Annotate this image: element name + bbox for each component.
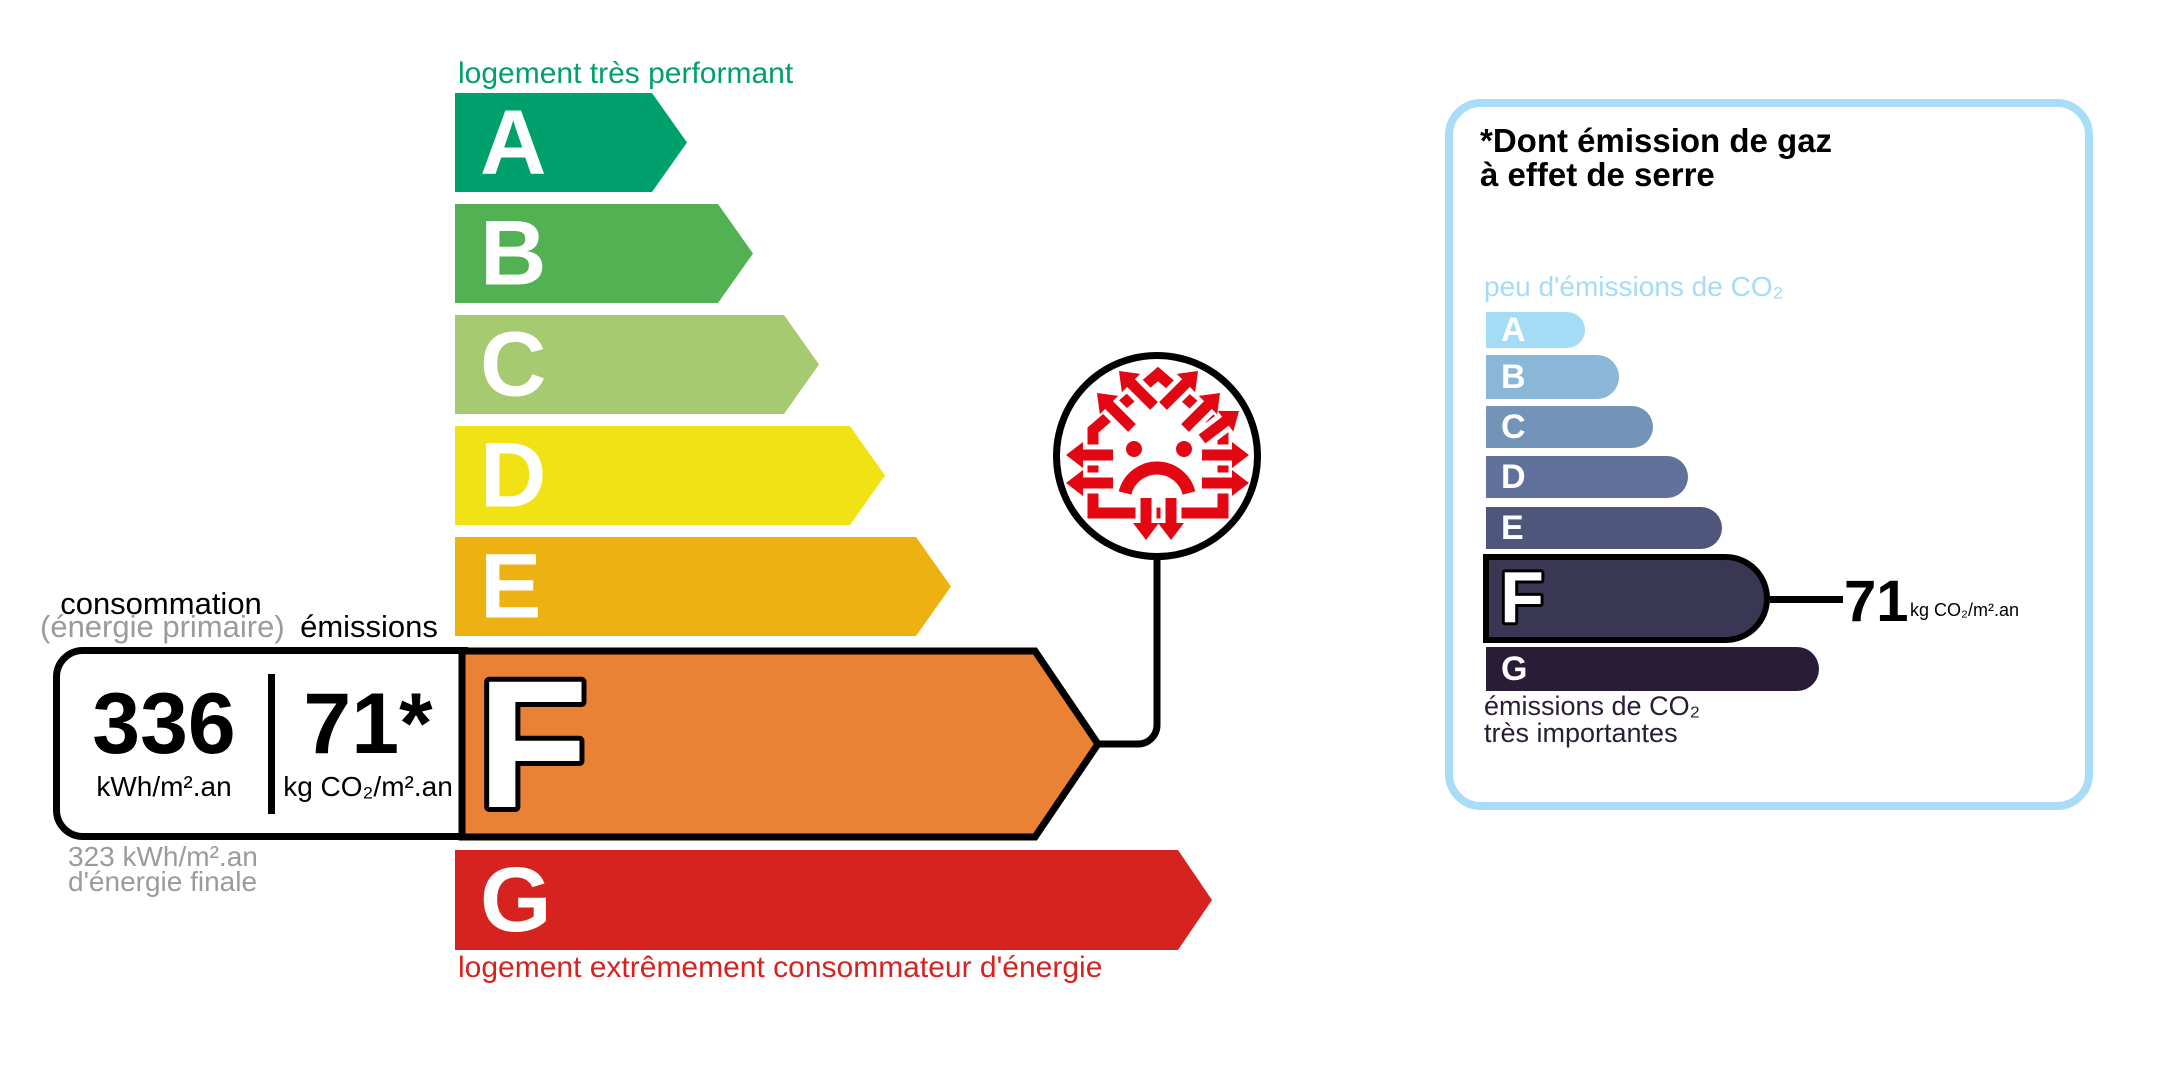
- emissions-value: 71*: [303, 676, 433, 773]
- connector-line: [1099, 560, 1161, 748]
- energy-bar-C: [455, 315, 819, 414]
- sad-house-heat-loss-icon: [1066, 366, 1249, 540]
- energy-letter-A: A: [480, 92, 546, 194]
- emissions-label: émissions: [300, 609, 438, 644]
- consumption-label: consommation: [60, 586, 262, 621]
- ges-title-line2: à effet de serre: [1480, 156, 1715, 193]
- heat-loss-arrow-icon: [1119, 371, 1141, 393]
- energy-top-caption: logement très performant: [458, 57, 794, 90]
- sad-face: [1118, 441, 1196, 495]
- energy-bar-E: [455, 537, 951, 636]
- heat-loss-arrow-icon: [1217, 410, 1239, 432]
- ges-bottom-line1: émissions de CO₂: [1484, 691, 1701, 721]
- left-eye-icon: [1126, 441, 1142, 457]
- ges-value-connector-dash: [1770, 596, 1843, 603]
- energy-letter-B: B: [480, 203, 546, 305]
- energy-bottom-caption: logement extrêmement consommateur d'éner…: [458, 951, 1103, 984]
- box-divider: [268, 673, 275, 814]
- emissions-cell: 71* kg CO₂/m².an: [275, 654, 461, 833]
- ges-top-caption: peu d'émissions de CO₂: [1484, 271, 1784, 302]
- final-energy-note: 323 kWh/m².an d'énergie finale: [68, 841, 328, 897]
- ges-value: 71: [1844, 569, 1909, 634]
- energy-letter-C: C: [480, 314, 546, 416]
- energy-letter-G: G: [480, 849, 552, 951]
- ges-title: *Dont émission de gaz à effet de serre: [1480, 124, 1900, 192]
- heat-loss-arrow-icon: [1066, 470, 1083, 496]
- primary-energy-cell: 336 kWh/m².an: [60, 654, 268, 833]
- heat-loss-arrows: [1066, 371, 1249, 540]
- ges-panel: [1445, 99, 2093, 810]
- heat-loss-arrow-icon: [1198, 393, 1220, 415]
- ges-bottom-line2: très importantes: [1484, 718, 1678, 748]
- energy-bar-D: [455, 426, 885, 525]
- heat-loss-arrow-icon: [1133, 523, 1159, 540]
- energy-bar-A: [455, 93, 687, 192]
- status-circle: [1053, 352, 1261, 560]
- primary-energy-unit: kWh/m².an: [96, 770, 232, 802]
- primary-energy-value: 336: [92, 676, 236, 773]
- energy-bar-F: [458, 647, 1103, 841]
- energy-bar-B: [455, 204, 753, 303]
- consumption-box: 336 kWh/m².an 71* kg CO₂/m².an: [53, 647, 468, 840]
- heat-loss-arrow-icon: [1232, 442, 1249, 468]
- frown-icon: [1118, 461, 1196, 495]
- final-energy-line1: 323 kWh/m².an: [68, 841, 258, 872]
- energy-bar-G: [455, 850, 1212, 950]
- energy-letter-F: F: [477, 642, 588, 846]
- heat-loss-arrow-icon: [1158, 523, 1184, 540]
- energy-letter-D: D: [480, 425, 546, 527]
- house-outline: [1087, 366, 1229, 519]
- heat-loss-arrow-icon: [1232, 470, 1249, 496]
- energy-letter-E: E: [480, 536, 541, 638]
- primary-energy-sublabel: (énergie primaire): [40, 609, 285, 644]
- ges-bottom-caption: émissions de CO₂ très importantes: [1484, 693, 1814, 747]
- ges-title-line1: *Dont émission de gaz: [1480, 122, 1833, 159]
- emissions-unit: kg CO₂/m².an: [283, 770, 453, 802]
- heat-loss-arrow-icon: [1097, 393, 1119, 415]
- heat-loss-arrow-icon: [1066, 442, 1083, 468]
- right-eye-icon: [1176, 441, 1192, 457]
- ges-value-unit: kg CO₂/m².an: [1910, 600, 2020, 620]
- final-energy-line2: d'énergie finale: [68, 866, 258, 897]
- heat-loss-arrow-icon: [1176, 371, 1198, 393]
